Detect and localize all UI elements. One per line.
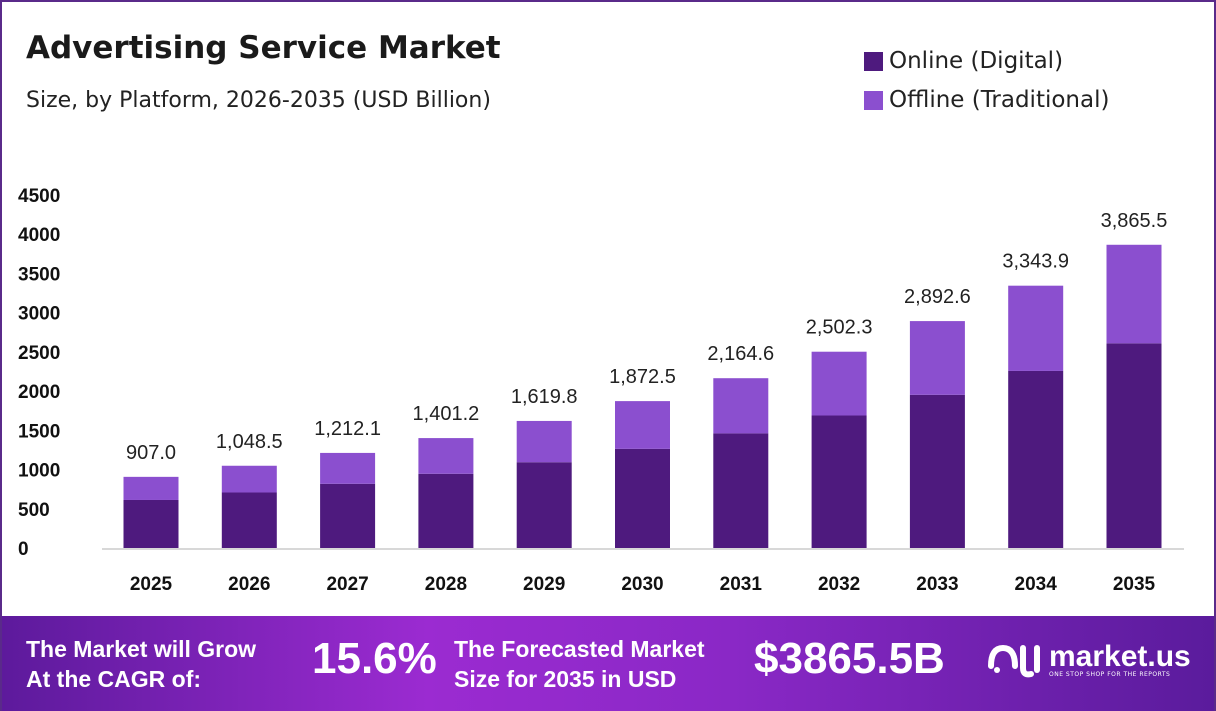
- y-tick-label: 1500: [18, 421, 60, 442]
- y-tick-label: 4000: [18, 225, 60, 246]
- data-label-total: 1,401.2: [413, 403, 480, 425]
- legend-item-offline: Offline (Traditional): [864, 87, 1109, 113]
- bar-offline-2025: [123, 476, 179, 500]
- bar-online-2035: [1106, 343, 1162, 548]
- bar-offline-2031: [713, 378, 769, 434]
- chart-title: Advertising Service Market: [26, 30, 501, 66]
- legend-label-offline: Offline (Traditional): [889, 87, 1110, 113]
- market-us-logo: market.us ONE STOP SHOP FOR THE REPORTS: [987, 640, 1191, 680]
- data-label-total: 1,619.8: [511, 386, 578, 408]
- x-tick-label: 2027: [326, 574, 368, 595]
- x-tick-label: 2035: [1113, 574, 1156, 595]
- data-label-total: 2,892.6: [904, 286, 971, 308]
- bar-online-2029: [516, 462, 572, 548]
- data-label-total: 1,048.5: [216, 431, 283, 453]
- legend-label-online: Online (Digital): [889, 48, 1064, 74]
- bar-online-2026: [221, 492, 277, 548]
- x-tick-label: 2033: [916, 574, 958, 595]
- bar-offline-2033: [909, 321, 965, 395]
- footer-banner: The Market will Grow At the CAGR of: 15.…: [2, 616, 1214, 711]
- x-tick-label: 2034: [1015, 574, 1058, 595]
- bar-offline-2032: [811, 351, 867, 416]
- x-tick-label: 2031: [720, 574, 763, 595]
- data-label-total: 907.0: [126, 442, 176, 464]
- bar-online-2034: [1008, 370, 1064, 548]
- legend-item-online: Online (Digital): [864, 48, 1063, 74]
- bar-offline-2029: [516, 420, 572, 463]
- forecast-label-line2: Size for 2035 in USD: [454, 666, 677, 692]
- x-tick-label: 2026: [228, 574, 270, 595]
- cagr-label: The Market will Grow At the CAGR of:: [26, 634, 256, 694]
- cagr-value: 15.6%: [312, 634, 437, 683]
- bar-chart: 0 500 1000 1500 2000 2500 3000 3500 4000 4500 907.…: [18, 186, 1184, 595]
- bar-online-2033: [909, 394, 965, 548]
- y-tick-label: 0: [18, 539, 29, 560]
- legend-swatch-online: [864, 51, 883, 71]
- x-tick-label: 2030: [621, 574, 663, 595]
- data-label-total: 1,872.5: [609, 366, 676, 388]
- chart-subtitle: Size, by Platform, 2026-2035 (USD Billio…: [26, 88, 491, 113]
- y-tick-label: 3000: [18, 304, 60, 325]
- bar-online-2030: [615, 448, 670, 548]
- x-tick-label: 2025: [130, 574, 173, 595]
- bar-online-2028: [418, 473, 474, 548]
- logo-tagline: ONE STOP SHOP FOR THE REPORTS: [1049, 670, 1171, 678]
- cagr-label-line2: At the CAGR of:: [26, 666, 202, 692]
- logo-icon: [988, 644, 1040, 678]
- bar-online-2031: [713, 433, 769, 548]
- bar-online-2025: [123, 499, 179, 548]
- y-tick-label: 1000: [18, 461, 60, 482]
- y-tick-label: 500: [18, 500, 50, 521]
- bar-offline-2028: [418, 438, 474, 474]
- x-tick-label: 2032: [818, 574, 860, 595]
- y-tick-label: 3500: [18, 264, 60, 285]
- y-tick-label: 2500: [18, 343, 60, 364]
- data-label-total: 1,212.1: [314, 418, 381, 440]
- data-label-total: 2,502.3: [806, 317, 873, 339]
- data-label-total: 2,164.6: [707, 343, 774, 365]
- bar-offline-2035: [1106, 244, 1162, 344]
- forecast-label: The Forecasted Market Size for 2035 in U…: [454, 634, 705, 694]
- legend-swatch-offline: [864, 90, 883, 110]
- data-label-total: 3,343.9: [1002, 251, 1069, 273]
- forecast-label-line1: The Forecasted Market: [454, 636, 705, 662]
- y-tick-label: 4500: [18, 186, 60, 207]
- x-tick-label: 2028: [425, 574, 467, 595]
- logo-text: market.us: [1049, 639, 1191, 673]
- x-tick-label: 2029: [523, 574, 565, 595]
- bar-offline-2027: [320, 452, 376, 484]
- bar-offline-2030: [615, 401, 670, 449]
- bar-offline-2026: [221, 465, 277, 493]
- forecast-value: $3865.5B: [754, 634, 945, 683]
- bar-online-2032: [811, 415, 867, 548]
- bar-online-2027: [320, 483, 376, 548]
- y-tick-label: 2000: [18, 382, 60, 403]
- bar-offline-2034: [1008, 285, 1064, 371]
- cagr-label-line1: The Market will Grow: [26, 636, 257, 662]
- data-label-total: 3,865.5: [1101, 210, 1168, 232]
